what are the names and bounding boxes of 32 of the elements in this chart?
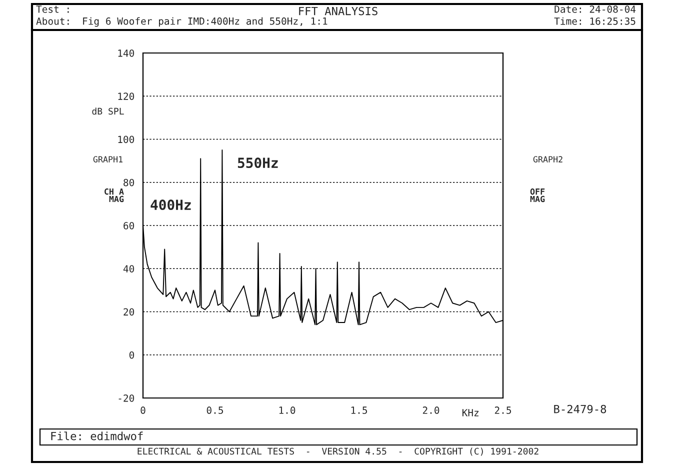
y-tick-label: 40 [123,265,134,272]
text: ELECTRICAL & ACOUSTICAL TESTS - VERSION 4.55 - COPYRIGHT (C) 1991-2002 [138,448,538,456]
chart-title: FFT ANALYSIS [299,6,378,16]
text: B-2479-8 [554,404,606,414]
text: CH A MAG [104,188,124,202]
x-tick-label: 0 [140,406,146,414]
y-tick-label: 140 [118,50,134,57]
x-tick-label: 1.0 [279,406,296,414]
text: Test : [36,6,69,13]
y-tick-label: 100 [118,136,134,144]
caption: Fig 6 Woofer pair IMD:400Hz and 550Hz, 1:1 [83,17,328,27]
x-tick-label: 0.5 [206,406,223,414]
text: About: [36,17,69,25]
text: Time: 16:25:35 [554,17,636,25]
y-tick-label: 0 [129,351,134,359]
annotation: 400Hz [150,200,191,210]
caption: GRAPH2 [533,156,562,162]
y-tick-label: 60 [124,222,134,230]
x-axis-title: KHz [462,409,478,416]
annotation: 550Hz [238,158,278,168]
text: Date: 24-08-04 [554,5,636,13]
x-tick-label: 2.0 [422,406,440,414]
y-tick-label: 80 [124,178,134,186]
y-tick-label: 20 [124,308,134,316]
y-tick-label: 120 [118,92,134,100]
text: OFF MAG [530,188,545,202]
x-tick-label: 1.5 [351,406,367,414]
text: File: edimdwof [51,432,143,440]
caption: GRAPH1 [93,156,122,162]
x-tick-label: 2.5 [494,406,511,414]
y-axis-title: dB SPL [92,108,124,115]
y-tick-label: -20 [118,394,134,402]
